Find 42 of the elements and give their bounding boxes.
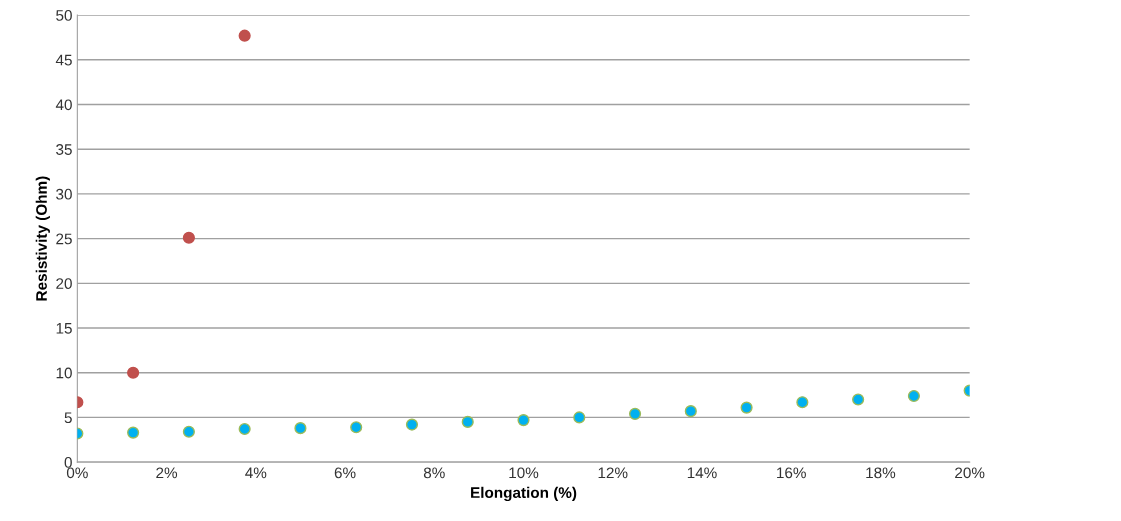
y-tick-label: 20 xyxy=(56,278,72,290)
point xyxy=(907,389,920,403)
point xyxy=(350,421,363,434)
point xyxy=(238,422,251,436)
point xyxy=(127,426,140,439)
x-axis-title: Elongation (%) xyxy=(471,486,577,502)
point xyxy=(238,29,251,42)
point xyxy=(852,393,865,406)
point xyxy=(182,425,195,438)
point xyxy=(573,411,586,424)
x-tick-label: 10% xyxy=(509,467,539,479)
x-tick-label: 16% xyxy=(777,467,806,479)
point xyxy=(517,414,530,427)
point xyxy=(127,366,140,379)
y-tick-label: 45 xyxy=(55,54,72,66)
y-tick-label: 0 xyxy=(64,456,72,468)
point xyxy=(405,418,419,431)
y-tick-label: 10 xyxy=(56,367,72,379)
y-tick-label: 25 xyxy=(56,233,72,245)
x-tick-label: 2% xyxy=(156,467,178,479)
point xyxy=(294,422,307,435)
y-axis-title: Resistivity (Ohm) xyxy=(35,176,50,301)
y-tick-label: 30 xyxy=(56,188,72,200)
x-tick-label: 18% xyxy=(866,467,896,479)
point xyxy=(684,405,697,418)
y-tick-label: 50 xyxy=(56,9,72,21)
point xyxy=(182,231,195,244)
y-tick-label: 5 xyxy=(64,412,72,424)
x-tick-label: 4% xyxy=(245,467,267,479)
point xyxy=(628,407,642,420)
point xyxy=(461,415,474,428)
point xyxy=(796,396,809,409)
x-tick-label: 12% xyxy=(598,467,628,479)
x-tick-label: 20% xyxy=(955,467,985,479)
point xyxy=(740,401,753,414)
x-tick-label: 8% xyxy=(423,467,445,479)
x-tick-label: 0% xyxy=(66,467,88,479)
x-tick-label: 14% xyxy=(687,467,717,479)
y-tick-label: 35 xyxy=(56,144,72,155)
y-tick-label: 40 xyxy=(55,99,72,111)
y-tick-label: 15 xyxy=(56,323,72,334)
x-tick-label: 6% xyxy=(334,467,356,479)
